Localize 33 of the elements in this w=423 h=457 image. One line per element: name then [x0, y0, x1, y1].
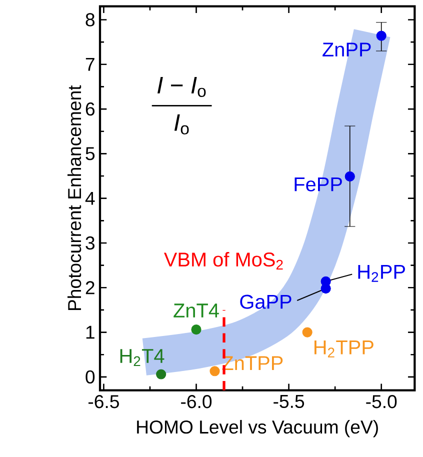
- point: [156, 369, 166, 380]
- y-tick-label: 5: [86, 147, 95, 160]
- series-label: H$_{2}$TPP: [314, 340, 374, 358]
- y-tick-label: 7: [86, 58, 94, 71]
- annotation: I − I$_{o}$: [157, 76, 206, 98]
- y-tick-label: 3: [86, 236, 94, 250]
- x-tick-label: -6.0: [181, 395, 212, 408]
- series-label: H$_{2}$T4: [120, 349, 164, 366]
- point: [191, 324, 202, 335]
- y-tick-label: 8: [86, 13, 95, 26]
- y-tick-label: 0: [86, 370, 95, 384]
- y-axis-title: Photocurrent Enhancement: [67, 85, 82, 310]
- point: [320, 276, 331, 286]
- series-label: ZnTPP: [222, 356, 283, 370]
- y-tick-label: 1: [86, 326, 94, 339]
- point: [210, 366, 220, 376]
- annotation: I$_{o}$: [174, 114, 189, 134]
- x-tick-label: -5.5: [274, 395, 304, 408]
- point: [376, 30, 386, 41]
- series-label: FePP: [294, 177, 342, 192]
- series-label: ZnPP: [322, 42, 371, 56]
- y-tick-label: 4: [85, 192, 95, 205]
- series-label: H$_{2}$PP: [358, 264, 405, 282]
- series-label: GaPP: [240, 294, 292, 309]
- point: [344, 171, 355, 182]
- x-tick-label: -5.0: [366, 395, 397, 408]
- ref-line-label: VBM of MoS$_{2}$: [164, 252, 283, 270]
- y-tick-label: 2: [86, 281, 94, 294]
- series-label: ZnT4: [174, 304, 219, 318]
- x-axis-title: HOMO Level vs Vacuum (eV): [137, 420, 378, 438]
- point: [302, 327, 312, 338]
- y-tick-label: 6: [86, 102, 94, 116]
- x-tick-label: -6.5: [88, 395, 119, 408]
